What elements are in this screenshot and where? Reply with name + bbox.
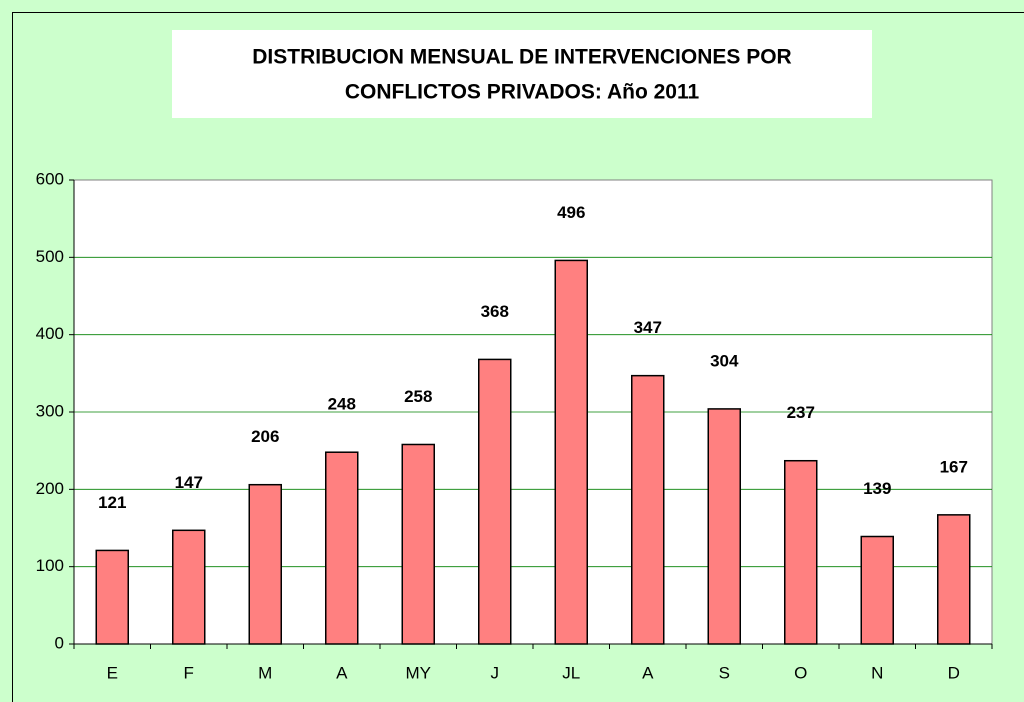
chart-border <box>12 12 1024 702</box>
data-label: 167 <box>940 457 968 476</box>
y-tick-label: 500 <box>36 247 64 266</box>
x-tick-label: O <box>794 663 807 682</box>
x-tick-label: M <box>258 663 272 682</box>
data-label: 206 <box>251 427 279 446</box>
data-label: 139 <box>863 479 891 498</box>
bar <box>860 535 894 645</box>
y-tick-label: 200 <box>36 479 64 498</box>
data-label: 347 <box>634 318 662 337</box>
bar <box>401 443 435 645</box>
y-tick-label: 600 <box>36 169 64 188</box>
bar <box>707 408 741 645</box>
x-tick-label: A <box>642 663 654 682</box>
bar <box>937 514 971 645</box>
x-tick-label: D <box>948 663 960 682</box>
x-tick-label: N <box>871 663 883 682</box>
bar <box>554 259 588 645</box>
chart-title: CONFLICTOS PRIVADOS: Año 2011 <box>345 81 700 104</box>
data-label: 147 <box>175 473 203 492</box>
data-label: 368 <box>481 302 509 321</box>
bar <box>478 358 512 645</box>
x-tick-label: JL <box>562 663 580 682</box>
bar <box>95 549 129 645</box>
y-tick-label: 100 <box>36 556 64 575</box>
bar <box>172 529 206 645</box>
data-label: 121 <box>98 493 126 512</box>
y-tick-label: 400 <box>36 324 64 343</box>
x-tick-label: MY <box>406 663 432 682</box>
title-box <box>172 30 872 118</box>
x-tick-label: F <box>184 663 194 682</box>
bar <box>248 483 282 645</box>
y-tick-label: 0 <box>55 633 64 652</box>
bar <box>325 451 359 645</box>
y-tick-label: 300 <box>36 401 64 420</box>
bar <box>631 374 665 645</box>
x-tick-label: A <box>336 663 348 682</box>
data-label: 496 <box>557 203 585 222</box>
x-tick-label: J <box>491 663 500 682</box>
chart-title: DISTRIBUCION MENSUAL DE INTERVENCIONES P… <box>252 46 791 69</box>
x-tick-label: S <box>719 663 730 682</box>
x-tick-label: E <box>107 663 118 682</box>
bar <box>784 459 818 645</box>
data-label: 304 <box>710 351 739 370</box>
data-label: 237 <box>787 403 815 422</box>
data-label: 248 <box>328 395 356 414</box>
data-label: 258 <box>404 387 432 406</box>
